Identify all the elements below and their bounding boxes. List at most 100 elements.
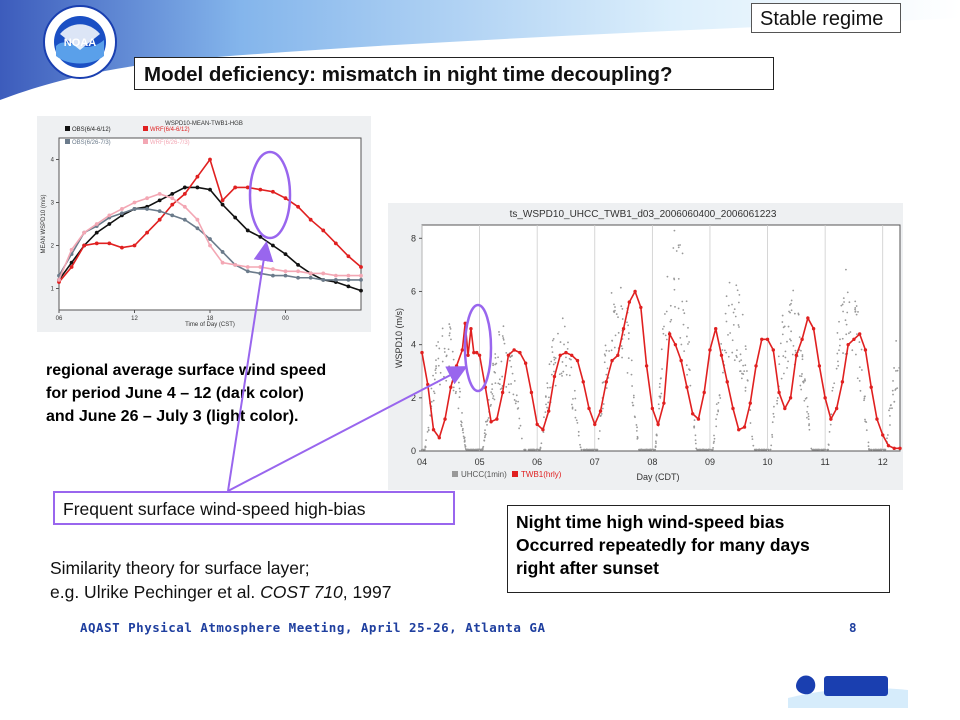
observation-point xyxy=(633,415,636,418)
observation-point xyxy=(677,244,680,247)
observation-point xyxy=(461,412,463,414)
x-tick-label: 00 xyxy=(282,316,289,322)
observation-point xyxy=(896,387,899,390)
observation-point xyxy=(746,370,748,372)
data-point xyxy=(145,196,149,201)
observation-point xyxy=(441,327,444,330)
observation-point xyxy=(677,277,680,280)
x-tick-label: 18 xyxy=(207,316,214,322)
observation-point xyxy=(685,335,688,338)
observation-point xyxy=(727,304,730,307)
observation-point xyxy=(483,439,486,442)
observation-point xyxy=(432,399,435,402)
data-point xyxy=(742,425,747,429)
observation-point xyxy=(579,443,581,446)
observation-point xyxy=(856,377,859,380)
observation-point xyxy=(518,427,521,430)
observation-point xyxy=(621,356,623,359)
observation-point xyxy=(491,388,494,391)
observation-point xyxy=(893,400,896,403)
observation-point xyxy=(793,312,796,315)
observation-point xyxy=(744,345,747,348)
observation-point xyxy=(602,381,605,384)
observation-point xyxy=(751,435,753,438)
observation-point xyxy=(858,341,861,343)
observation-point xyxy=(802,381,805,384)
observation-point xyxy=(781,321,784,323)
observation-point xyxy=(501,375,504,378)
observation-point xyxy=(424,445,427,448)
observation-point xyxy=(466,448,469,451)
observation-point xyxy=(620,345,623,347)
observation-point xyxy=(720,343,723,345)
observation-point xyxy=(801,373,803,375)
observation-point xyxy=(728,281,731,284)
observation-point xyxy=(570,366,573,369)
data-point xyxy=(523,361,528,365)
data-point xyxy=(690,412,695,416)
data-point xyxy=(182,204,187,209)
observation-point xyxy=(738,326,740,328)
data-point xyxy=(633,289,637,294)
observation-point xyxy=(477,448,480,451)
observation-point xyxy=(790,309,793,312)
chart-description: regional average surface wind speed for … xyxy=(46,359,391,428)
observation-point xyxy=(494,356,497,359)
observation-point xyxy=(598,430,601,432)
observation-point xyxy=(867,445,870,448)
observation-point xyxy=(435,365,438,367)
observation-point xyxy=(435,344,438,347)
observation-point xyxy=(771,421,774,424)
observation-point xyxy=(674,305,676,308)
observation-point xyxy=(632,394,635,397)
night-bias-line: Night time high wind-speed bias xyxy=(516,512,785,532)
observation-point xyxy=(849,331,852,333)
observation-point xyxy=(613,303,615,306)
data-point xyxy=(506,353,511,357)
data-point xyxy=(616,353,620,357)
data-point xyxy=(546,409,551,413)
observation-point xyxy=(445,355,448,358)
legend-swatch xyxy=(452,471,458,477)
observation-point xyxy=(433,378,436,381)
page-number: 8 xyxy=(849,620,857,635)
observation-point xyxy=(660,348,663,351)
data-point xyxy=(875,417,879,421)
observation-point xyxy=(758,448,761,451)
observation-point xyxy=(452,389,455,392)
description-line: for period June 4 – 12 (dark color) xyxy=(46,385,304,402)
data-point xyxy=(719,353,724,357)
data-point xyxy=(321,278,326,282)
observation-point xyxy=(599,414,602,417)
observation-point xyxy=(814,448,816,451)
observation-point xyxy=(841,337,844,340)
data-point xyxy=(621,326,626,331)
chart-title: WSPD10-MEAN-TWB1-HGB xyxy=(165,121,243,127)
observation-point xyxy=(597,437,600,440)
observation-point xyxy=(739,370,742,372)
observation-point xyxy=(544,395,547,398)
observation-point xyxy=(708,448,711,451)
observation-point xyxy=(848,332,850,335)
data-point xyxy=(564,350,568,355)
observation-point xyxy=(462,435,465,438)
observation-point xyxy=(535,448,538,451)
observation-point xyxy=(463,437,466,440)
observation-point xyxy=(745,348,747,351)
observation-point xyxy=(524,448,527,451)
data-point xyxy=(157,192,162,196)
data-point xyxy=(258,271,263,276)
observation-point xyxy=(603,361,606,364)
data-point xyxy=(271,273,275,278)
observation-point xyxy=(511,372,514,375)
observation-point xyxy=(605,349,608,352)
observation-point xyxy=(570,358,572,361)
observation-point xyxy=(549,386,551,389)
data-point xyxy=(208,157,212,162)
data-point xyxy=(725,380,729,384)
data-point xyxy=(321,228,326,233)
night-bias-box: Night time high wind-speed bias Occurred… xyxy=(507,505,890,593)
observation-point xyxy=(845,333,848,336)
observation-point xyxy=(851,349,854,352)
observation-point xyxy=(727,333,729,336)
